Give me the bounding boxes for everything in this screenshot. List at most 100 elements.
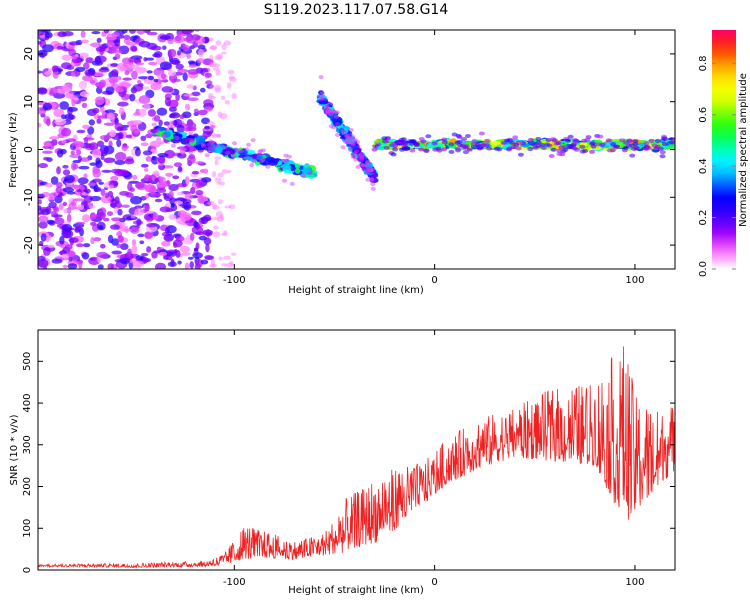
spectrogram-cell [527, 137, 534, 142]
spectrogram-cell [153, 78, 159, 83]
spectrogram-cell [353, 157, 359, 162]
spectrogram-cell [47, 244, 55, 249]
spectrogram-cell [96, 37, 102, 44]
spectrogram-cell [365, 160, 371, 165]
spectrogram-xtick-label: 100 [625, 275, 644, 286]
spectrogram-cell [184, 262, 190, 269]
spectrogram-cell [48, 201, 57, 209]
spectrogram-cell [49, 87, 58, 96]
spectrogram-cell [110, 224, 120, 230]
spectrogram-cell [352, 138, 358, 142]
spectrogram-cell [163, 233, 174, 242]
spectrogram-cell [123, 38, 131, 44]
spectrogram-cell [61, 253, 69, 259]
spectrogram-cell [153, 51, 163, 58]
spectrogram-cell [319, 91, 325, 96]
spectrogram-cell [42, 150, 53, 154]
spectrogram-cell [324, 109, 330, 114]
spectrogram-cell [206, 142, 212, 147]
spectrogram-cell [69, 237, 75, 246]
spectrogram-cell [509, 140, 516, 145]
spectrogram-cell [117, 169, 129, 177]
spectrogram-cell [71, 98, 76, 107]
spectrogram-cell [333, 114, 339, 119]
spectrogram-cell [188, 150, 194, 154]
spectrogram-cell [193, 247, 199, 252]
spectrogram-cell [579, 144, 586, 149]
spectrogram-cell [114, 151, 127, 161]
snr-ytick-label: 200 [22, 477, 33, 496]
spectrogram-cell [71, 55, 77, 60]
spectrogram-cell [42, 44, 54, 53]
spectrogram-cell [61, 224, 73, 232]
spectrogram-cell [209, 263, 217, 268]
spectrogram-cell [154, 198, 163, 203]
spectrogram-cell [260, 157, 266, 162]
spectrogram-cell [103, 145, 115, 155]
spectrogram-cell [70, 162, 77, 171]
spectrogram-cell [153, 82, 158, 87]
spectrogram-cell [165, 172, 174, 177]
spectrogram-cell [633, 146, 640, 151]
spectrogram-cell [195, 189, 204, 196]
spectrogram-cell [165, 139, 170, 144]
spectrogram-cell [53, 108, 65, 118]
spectrogram-cell [50, 210, 57, 216]
spectrogram-cell [67, 106, 78, 112]
spectrogram-cell [220, 95, 226, 100]
spectrogram-cell [76, 129, 86, 134]
spectrogram-cell [243, 156, 253, 161]
spectrogram-cell [115, 87, 125, 93]
spectrogram-cell [62, 229, 74, 239]
spectrogram-cell [77, 204, 85, 210]
spectrogram-cell [454, 140, 461, 145]
spectrogram-cell [167, 124, 173, 129]
spectrogram-cell [167, 38, 174, 45]
spectrogram-cell [136, 79, 142, 85]
spectrogram-cell [109, 129, 117, 138]
spectrogram-cell [104, 109, 116, 114]
spectrogram-cell [371, 147, 378, 152]
spectrogram-cell [64, 244, 73, 250]
spectrogram-cell [131, 70, 138, 80]
spectrogram-cell [221, 51, 227, 55]
spectrogram-cell [289, 181, 295, 186]
spectrogram-cell [81, 252, 90, 260]
spectrogram-cell [155, 182, 168, 187]
spectrogram-cell [203, 99, 214, 107]
spectrogram-cell [102, 217, 110, 222]
spectrogram-cell [207, 200, 215, 206]
spectrogram-cell [160, 133, 166, 138]
spectrogram-cell [548, 154, 555, 158]
spectrogram-cell [654, 144, 661, 149]
spectrogram-cell [138, 95, 151, 104]
spectrogram-cell [145, 156, 152, 162]
spectrogram-cell [176, 191, 184, 196]
spectrogram-cell [565, 138, 571, 143]
spectrogram-cell [228, 75, 235, 80]
spectrogram-xlabel: Height of straight line (km) [288, 285, 424, 296]
spectrogram-cell [88, 205, 96, 209]
spectrogram-cell [203, 106, 213, 112]
spectrogram-cell [225, 150, 231, 155]
spectrogram-cell [191, 170, 200, 175]
spectrogram-cell [111, 69, 119, 77]
spectrogram-cell [214, 156, 222, 160]
spectrogram-cell [154, 177, 159, 182]
spectrogram-cell [466, 147, 473, 152]
spectrogram-cell [106, 211, 114, 217]
spectrogram-cell [193, 111, 199, 117]
spectrogram-cell [188, 64, 197, 68]
spectrogram-cell [147, 61, 158, 66]
spectrogram-cell [189, 232, 195, 241]
spectrogram-cell [203, 168, 209, 175]
spectrogram-cell [589, 141, 596, 146]
spectrogram-cell [136, 218, 142, 227]
spectrogram-cell [398, 137, 405, 142]
spectrogram-cell [69, 154, 81, 159]
spectrogram-cell [348, 136, 354, 141]
spectrogram-cell [202, 132, 208, 137]
spectrogram-cell [197, 195, 204, 204]
spectrogram-cell [82, 214, 90, 223]
